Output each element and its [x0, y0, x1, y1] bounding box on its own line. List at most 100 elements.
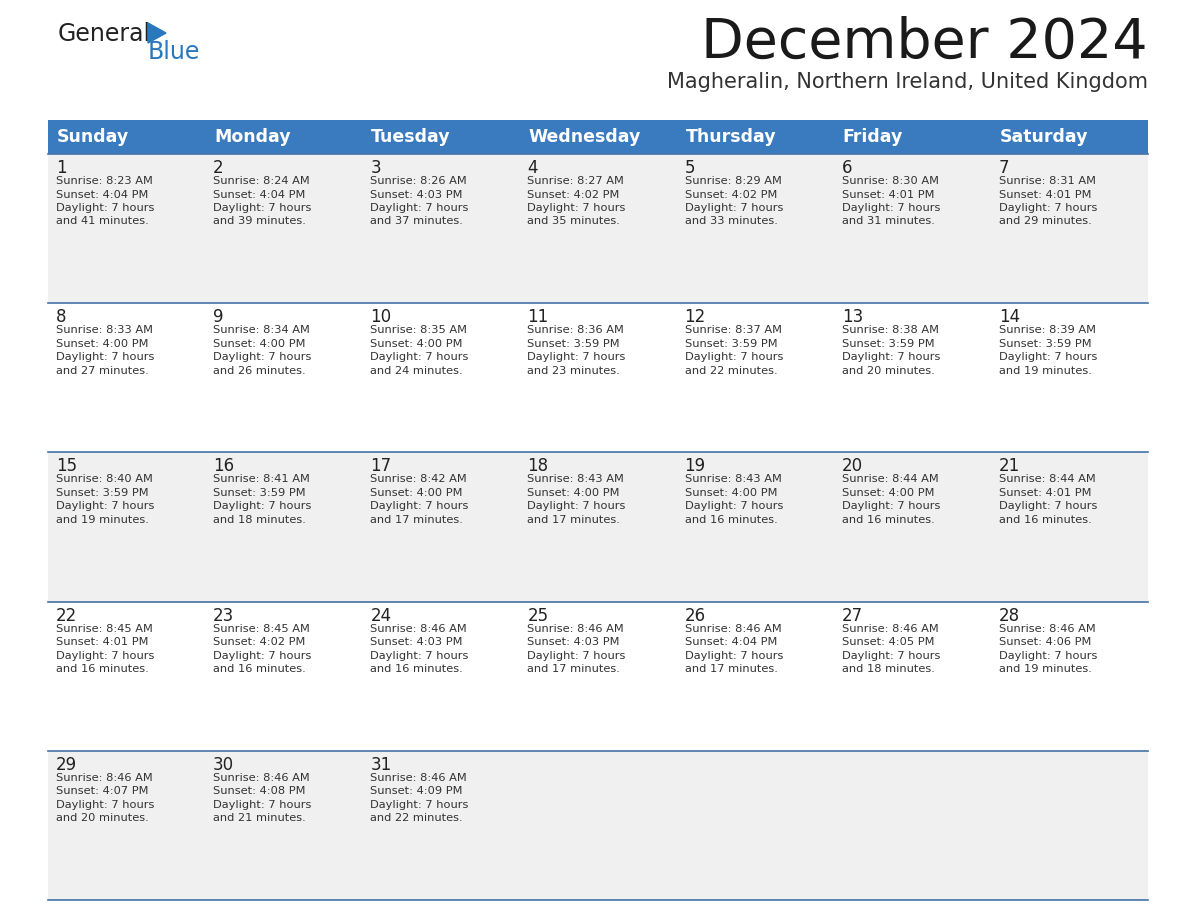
Text: 9: 9	[213, 308, 223, 326]
Text: 25: 25	[527, 607, 549, 624]
Text: December 2024: December 2024	[701, 16, 1148, 70]
Text: Daylight: 7 hours: Daylight: 7 hours	[684, 203, 783, 213]
Text: Daylight: 7 hours: Daylight: 7 hours	[56, 353, 154, 363]
Text: Sunrise: 8:44 AM: Sunrise: 8:44 AM	[999, 475, 1095, 485]
Text: Sunset: 3:59 PM: Sunset: 3:59 PM	[842, 339, 934, 349]
Text: Daylight: 7 hours: Daylight: 7 hours	[213, 353, 311, 363]
Text: 17: 17	[371, 457, 391, 476]
Text: Sunrise: 8:42 AM: Sunrise: 8:42 AM	[371, 475, 467, 485]
Text: Sunday: Sunday	[57, 128, 129, 146]
Text: Sunset: 4:00 PM: Sunset: 4:00 PM	[842, 487, 934, 498]
Text: Sunrise: 8:31 AM: Sunrise: 8:31 AM	[999, 176, 1095, 186]
Text: Sunset: 4:03 PM: Sunset: 4:03 PM	[371, 637, 463, 647]
Text: Daylight: 7 hours: Daylight: 7 hours	[56, 501, 154, 511]
Text: Sunset: 3:59 PM: Sunset: 3:59 PM	[527, 339, 620, 349]
Text: Saturday: Saturday	[1000, 128, 1088, 146]
Text: Daylight: 7 hours: Daylight: 7 hours	[213, 203, 311, 213]
Text: Sunset: 4:00 PM: Sunset: 4:00 PM	[371, 487, 463, 498]
Text: and 16 minutes.: and 16 minutes.	[842, 515, 935, 525]
Text: Sunset: 4:00 PM: Sunset: 4:00 PM	[527, 487, 620, 498]
Text: Sunrise: 8:43 AM: Sunrise: 8:43 AM	[684, 475, 782, 485]
Text: 21: 21	[999, 457, 1020, 476]
Text: Sunrise: 8:40 AM: Sunrise: 8:40 AM	[56, 475, 153, 485]
Text: Daylight: 7 hours: Daylight: 7 hours	[999, 651, 1098, 661]
Text: Sunset: 4:05 PM: Sunset: 4:05 PM	[842, 637, 934, 647]
Text: Sunset: 4:03 PM: Sunset: 4:03 PM	[371, 189, 463, 199]
Text: Daylight: 7 hours: Daylight: 7 hours	[213, 501, 311, 511]
Text: and 35 minutes.: and 35 minutes.	[527, 217, 620, 227]
Text: and 19 minutes.: and 19 minutes.	[56, 515, 148, 525]
Text: Daylight: 7 hours: Daylight: 7 hours	[684, 353, 783, 363]
Text: Daylight: 7 hours: Daylight: 7 hours	[371, 651, 468, 661]
Text: and 18 minutes.: and 18 minutes.	[842, 664, 935, 674]
Text: Sunset: 4:04 PM: Sunset: 4:04 PM	[213, 189, 305, 199]
Text: 12: 12	[684, 308, 706, 326]
Text: Daylight: 7 hours: Daylight: 7 hours	[527, 651, 626, 661]
Text: Blue: Blue	[148, 40, 201, 64]
Text: and 19 minutes.: and 19 minutes.	[999, 664, 1092, 674]
Text: Tuesday: Tuesday	[372, 128, 451, 146]
Text: Daylight: 7 hours: Daylight: 7 hours	[684, 651, 783, 661]
Text: Daylight: 7 hours: Daylight: 7 hours	[527, 203, 626, 213]
Text: and 17 minutes.: and 17 minutes.	[527, 664, 620, 674]
Bar	[48, 154, 1148, 303]
Text: and 21 minutes.: and 21 minutes.	[213, 813, 305, 823]
Text: Sunrise: 8:46 AM: Sunrise: 8:46 AM	[999, 623, 1095, 633]
Bar	[519, 120, 677, 154]
Text: Sunrise: 8:30 AM: Sunrise: 8:30 AM	[842, 176, 939, 186]
Text: 24: 24	[371, 607, 391, 624]
Text: Daylight: 7 hours: Daylight: 7 hours	[684, 501, 783, 511]
Text: Sunrise: 8:44 AM: Sunrise: 8:44 AM	[842, 475, 939, 485]
Polygon shape	[148, 23, 166, 43]
Text: Sunset: 4:02 PM: Sunset: 4:02 PM	[527, 189, 620, 199]
Text: Daylight: 7 hours: Daylight: 7 hours	[371, 353, 468, 363]
Text: Sunrise: 8:24 AM: Sunrise: 8:24 AM	[213, 176, 310, 186]
Text: and 37 minutes.: and 37 minutes.	[371, 217, 463, 227]
Text: Sunrise: 8:33 AM: Sunrise: 8:33 AM	[56, 325, 153, 335]
Text: and 17 minutes.: and 17 minutes.	[371, 515, 463, 525]
Bar	[991, 120, 1148, 154]
Text: Sunset: 4:01 PM: Sunset: 4:01 PM	[56, 637, 148, 647]
Text: Daylight: 7 hours: Daylight: 7 hours	[842, 353, 940, 363]
Text: 11: 11	[527, 308, 549, 326]
Text: and 16 minutes.: and 16 minutes.	[999, 515, 1092, 525]
Text: Sunrise: 8:39 AM: Sunrise: 8:39 AM	[999, 325, 1095, 335]
Text: Sunset: 4:04 PM: Sunset: 4:04 PM	[56, 189, 148, 199]
Text: Sunset: 4:02 PM: Sunset: 4:02 PM	[213, 637, 305, 647]
Text: Daylight: 7 hours: Daylight: 7 hours	[842, 203, 940, 213]
Text: Thursday: Thursday	[685, 128, 776, 146]
Text: Sunrise: 8:26 AM: Sunrise: 8:26 AM	[371, 176, 467, 186]
Text: 7: 7	[999, 159, 1010, 177]
Bar	[48, 303, 1148, 453]
Text: 28: 28	[999, 607, 1020, 624]
Text: Sunrise: 8:43 AM: Sunrise: 8:43 AM	[527, 475, 625, 485]
Text: Sunset: 3:59 PM: Sunset: 3:59 PM	[999, 339, 1092, 349]
Text: Sunrise: 8:45 AM: Sunrise: 8:45 AM	[213, 623, 310, 633]
Text: Sunrise: 8:29 AM: Sunrise: 8:29 AM	[684, 176, 782, 186]
Text: Sunset: 4:08 PM: Sunset: 4:08 PM	[213, 787, 305, 796]
Text: 6: 6	[842, 159, 852, 177]
Text: and 22 minutes.: and 22 minutes.	[371, 813, 463, 823]
Text: and 27 minutes.: and 27 minutes.	[56, 365, 148, 375]
Text: and 33 minutes.: and 33 minutes.	[684, 217, 777, 227]
Text: Daylight: 7 hours: Daylight: 7 hours	[999, 501, 1098, 511]
Text: and 16 minutes.: and 16 minutes.	[684, 515, 777, 525]
Text: Sunset: 4:04 PM: Sunset: 4:04 PM	[684, 637, 777, 647]
Text: Sunrise: 8:23 AM: Sunrise: 8:23 AM	[56, 176, 153, 186]
Text: Sunrise: 8:46 AM: Sunrise: 8:46 AM	[527, 623, 624, 633]
Bar	[48, 453, 1148, 601]
Text: General: General	[58, 22, 151, 46]
Bar	[48, 601, 1148, 751]
Text: Daylight: 7 hours: Daylight: 7 hours	[56, 203, 154, 213]
Text: 31: 31	[371, 756, 392, 774]
Text: 1: 1	[56, 159, 67, 177]
Text: and 16 minutes.: and 16 minutes.	[371, 664, 463, 674]
Text: Sunrise: 8:46 AM: Sunrise: 8:46 AM	[371, 623, 467, 633]
Text: Daylight: 7 hours: Daylight: 7 hours	[371, 501, 468, 511]
Text: and 29 minutes.: and 29 minutes.	[999, 217, 1092, 227]
Text: Sunset: 4:00 PM: Sunset: 4:00 PM	[371, 339, 463, 349]
Text: and 24 minutes.: and 24 minutes.	[371, 365, 463, 375]
Text: 3: 3	[371, 159, 381, 177]
Text: Sunset: 4:02 PM: Sunset: 4:02 PM	[684, 189, 777, 199]
Text: 29: 29	[56, 756, 77, 774]
